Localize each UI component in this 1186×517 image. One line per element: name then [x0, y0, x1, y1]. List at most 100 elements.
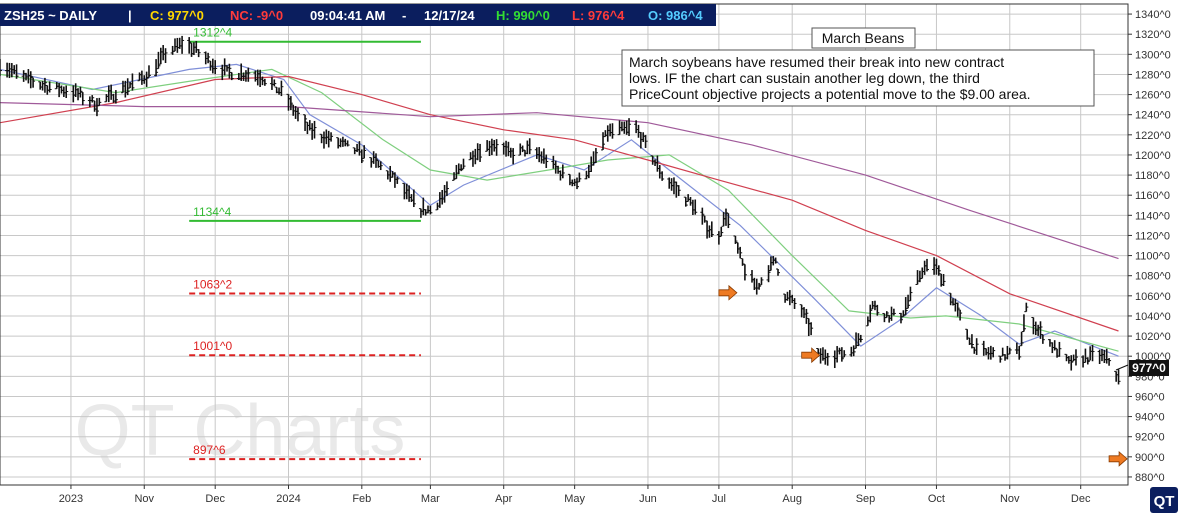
ohlc-bar: [345, 140, 350, 147]
y-tick-label: 940^0: [1135, 412, 1165, 424]
ohlc-bar: [1073, 349, 1078, 366]
header-separator: |: [128, 8, 132, 23]
ohlc-bar: [180, 35, 185, 54]
ohlc-bar: [757, 282, 762, 290]
ohlc-bar: [312, 120, 317, 139]
y-tick-label: 880^0: [1135, 472, 1165, 484]
ohlc-bar: [575, 177, 580, 190]
ohlc-bar: [14, 64, 19, 79]
ohlc-bar: [362, 145, 367, 159]
level-label: 897^6: [193, 443, 226, 457]
last-price-tag: 977^0: [1115, 360, 1169, 376]
y-tick-label: 1280^0: [1135, 69, 1171, 81]
annotation-title-box: [811, 27, 916, 49]
ohlc-bar: [461, 158, 466, 170]
annotation-box: March Beans March soybeans have resumed …: [621, 27, 1095, 107]
y-tick-label: 1220^0: [1135, 130, 1171, 142]
header-net-change: NC: -9^0: [230, 8, 283, 23]
level-label: 1001^0: [193, 339, 232, 353]
ohlc-bar: [936, 265, 941, 276]
ohlc-bar: [773, 257, 778, 264]
ohlc-bar: [544, 154, 549, 169]
x-tick-label: Mar: [421, 493, 440, 505]
ohlc-bar: [733, 235, 738, 244]
y-tick-label: 1200^0: [1135, 150, 1171, 162]
ohlc-bar: [643, 135, 648, 148]
level-label: 1134^4: [193, 205, 231, 219]
x-tick-label: Jul: [712, 493, 726, 505]
ohlc-bar: [660, 171, 665, 181]
y-tick-label: 1080^0: [1135, 271, 1171, 283]
ohlc-bar: [1017, 345, 1022, 360]
ohlc-bar: [511, 148, 516, 165]
ohlc-bar: [842, 350, 847, 358]
x-tick-label: 2023: [59, 493, 83, 505]
ohlc-bar: [908, 286, 913, 302]
ohlc-bar: [683, 196, 688, 207]
ohlc-bar: [90, 95, 95, 103]
ohlc-bar: [113, 90, 118, 104]
header-open: O: 986^4: [648, 8, 703, 23]
ohlc-bar: [227, 63, 232, 79]
quote-header: ZSH25 ~ DAILY | C: 977^0 NC: -9^0 09:04:…: [0, 4, 716, 26]
header-dash: -: [402, 8, 406, 23]
annotation-text-box: [621, 49, 1095, 107]
ohlc-bar: [868, 304, 873, 323]
ohlc-bar: [295, 107, 300, 122]
level-label: 1063^2: [193, 278, 232, 292]
ohlc-bar: [719, 226, 724, 237]
ohlc-bar: [792, 298, 797, 309]
ohlc-bar: [766, 265, 771, 283]
ohlc-bar: [1090, 344, 1095, 362]
x-tick-label: May: [564, 493, 585, 505]
ohlc-bar: [903, 297, 908, 316]
ohlc-bar: [1019, 331, 1024, 347]
ohlc-bar: [906, 294, 911, 309]
annotation-line-2: lows. IF the chart can sustain another l…: [629, 70, 980, 86]
ohlc-bar: [804, 308, 809, 324]
y-tick-label: 1240^0: [1135, 110, 1171, 122]
y-tick-label: 1100^0: [1135, 251, 1170, 263]
ohlc-bar: [459, 164, 464, 172]
ohlc-bar: [884, 311, 889, 319]
y-tick-label: 1300^0: [1135, 49, 1171, 61]
x-tick-label: Nov: [1000, 493, 1020, 505]
y-tick-label: 1180^0: [1135, 170, 1170, 182]
ohlc-bar: [329, 132, 334, 142]
ohlc-bar: [898, 312, 903, 324]
ohlc-bar: [28, 71, 33, 89]
ohlc-bar: [31, 77, 36, 88]
ohlc-bar: [395, 176, 400, 184]
ohlc-bar: [851, 345, 856, 357]
ohlc-bar: [955, 302, 960, 317]
ohlc-bar: [144, 71, 149, 87]
ohlc-bar: [156, 51, 161, 70]
x-axis: 2023 Nov Dec 2024 Feb Mar Apr May Jun Jul Aug Sep Oc…: [59, 485, 1091, 505]
ohlc-bar: [839, 347, 844, 362]
ohlc-bar: [676, 185, 681, 197]
x-tick-label: Oct: [928, 493, 945, 505]
target-arrow-icon: [718, 284, 738, 301]
ohlc-bar: [875, 304, 880, 316]
header-high: H: 990^0: [496, 8, 550, 23]
x-tick-label: Aug: [782, 493, 802, 505]
ohlc-bar: [825, 352, 830, 366]
ohlc-bar: [759, 277, 764, 286]
ohlc-bar: [246, 67, 251, 82]
ohlc-bar: [125, 78, 130, 96]
y-tick-label: 920^0: [1135, 432, 1165, 444]
ohlc-bar: [1069, 355, 1074, 371]
x-tick-label: Dec: [205, 493, 225, 505]
ohlc-bar: [610, 123, 615, 139]
target-arrows: [718, 284, 1128, 467]
header-low: L: 976^4: [572, 8, 625, 23]
ohlc-bar: [958, 309, 963, 321]
svg-text:QT: QT: [1154, 493, 1175, 510]
y-tick-label: 1260^0: [1135, 90, 1171, 102]
ohlc-bar: [1038, 321, 1043, 339]
x-tick-label: Feb: [352, 493, 371, 505]
ohlc-bar: [809, 322, 814, 336]
ohlc-bar: [941, 274, 946, 286]
ohlc-bar: [998, 355, 1003, 363]
